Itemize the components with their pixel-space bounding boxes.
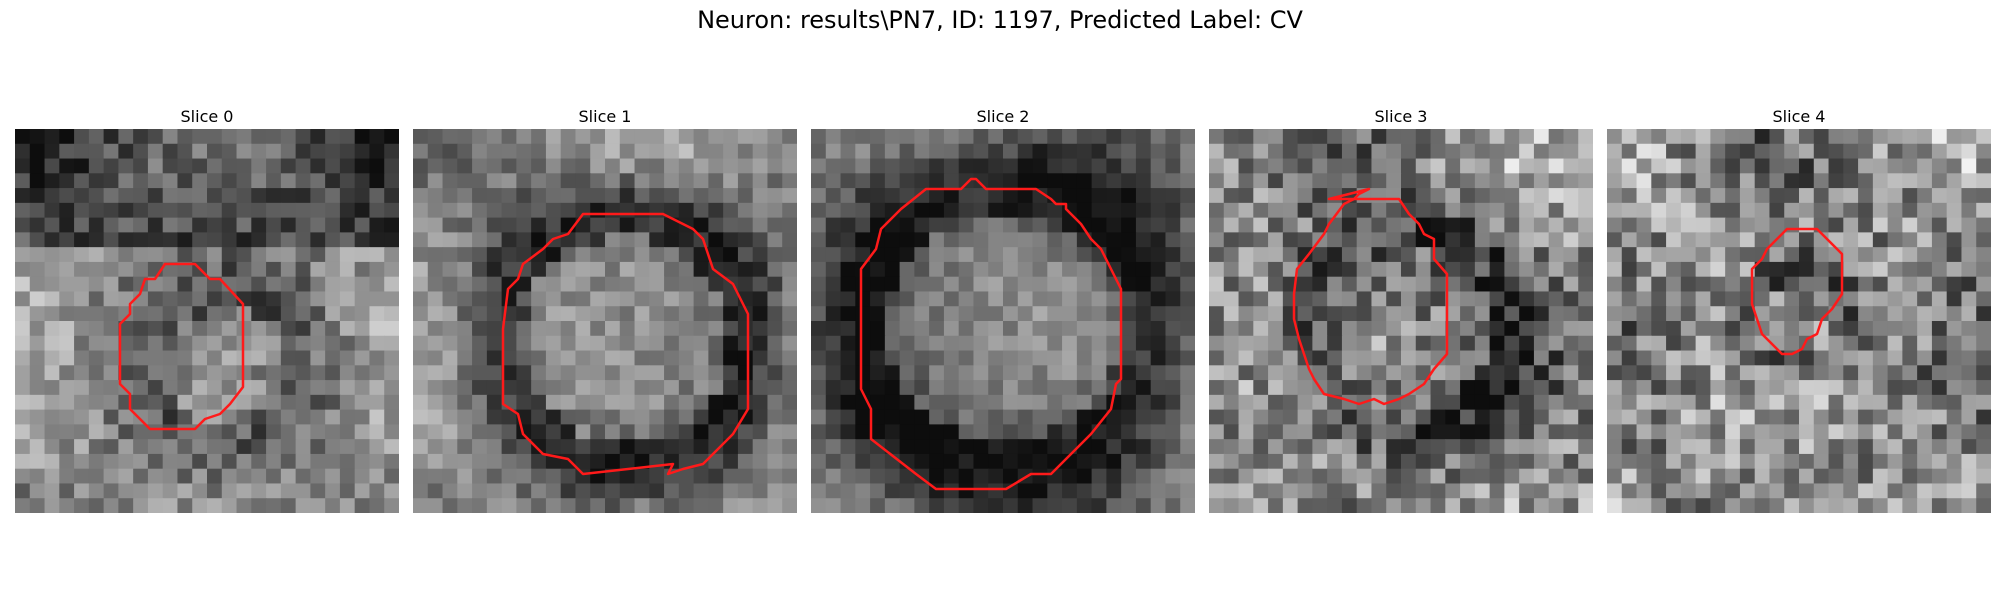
slice-image — [811, 129, 1195, 513]
slice-image — [1607, 129, 1991, 513]
slice-image — [15, 129, 399, 513]
slice-pixels — [811, 129, 1195, 513]
slice-title: Slice 0 — [180, 107, 234, 126]
slice-image — [413, 129, 797, 513]
slice-panel-0: Slice 0 — [15, 105, 399, 513]
slice-panel-3: Slice 3 — [1209, 105, 1593, 513]
slice-title: Slice 1 — [578, 107, 632, 126]
slice-image — [1209, 129, 1593, 513]
slice-pixels — [15, 129, 399, 513]
slice-pixels — [413, 129, 797, 513]
contour-outline — [1750, 227, 1844, 356]
slice-pixels — [1607, 129, 1991, 513]
contour-outline — [859, 177, 1123, 491]
slice-panel-2: Slice 2 — [811, 105, 1195, 513]
contour-outline — [118, 262, 245, 431]
slice-panel-4: Slice 4 — [1607, 105, 1991, 513]
slice-title: Slice 2 — [976, 107, 1030, 126]
slice-title: Slice 4 — [1772, 107, 1826, 126]
figure-title: Neuron: results\PN7, ID: 1197, Predicted… — [697, 6, 1303, 34]
slice-panel-1: Slice 1 — [413, 105, 797, 513]
contour-outline — [501, 212, 750, 476]
slice-title: Slice 3 — [1374, 107, 1428, 126]
slice-pixels — [1209, 129, 1593, 513]
contour-outline — [1292, 187, 1449, 406]
